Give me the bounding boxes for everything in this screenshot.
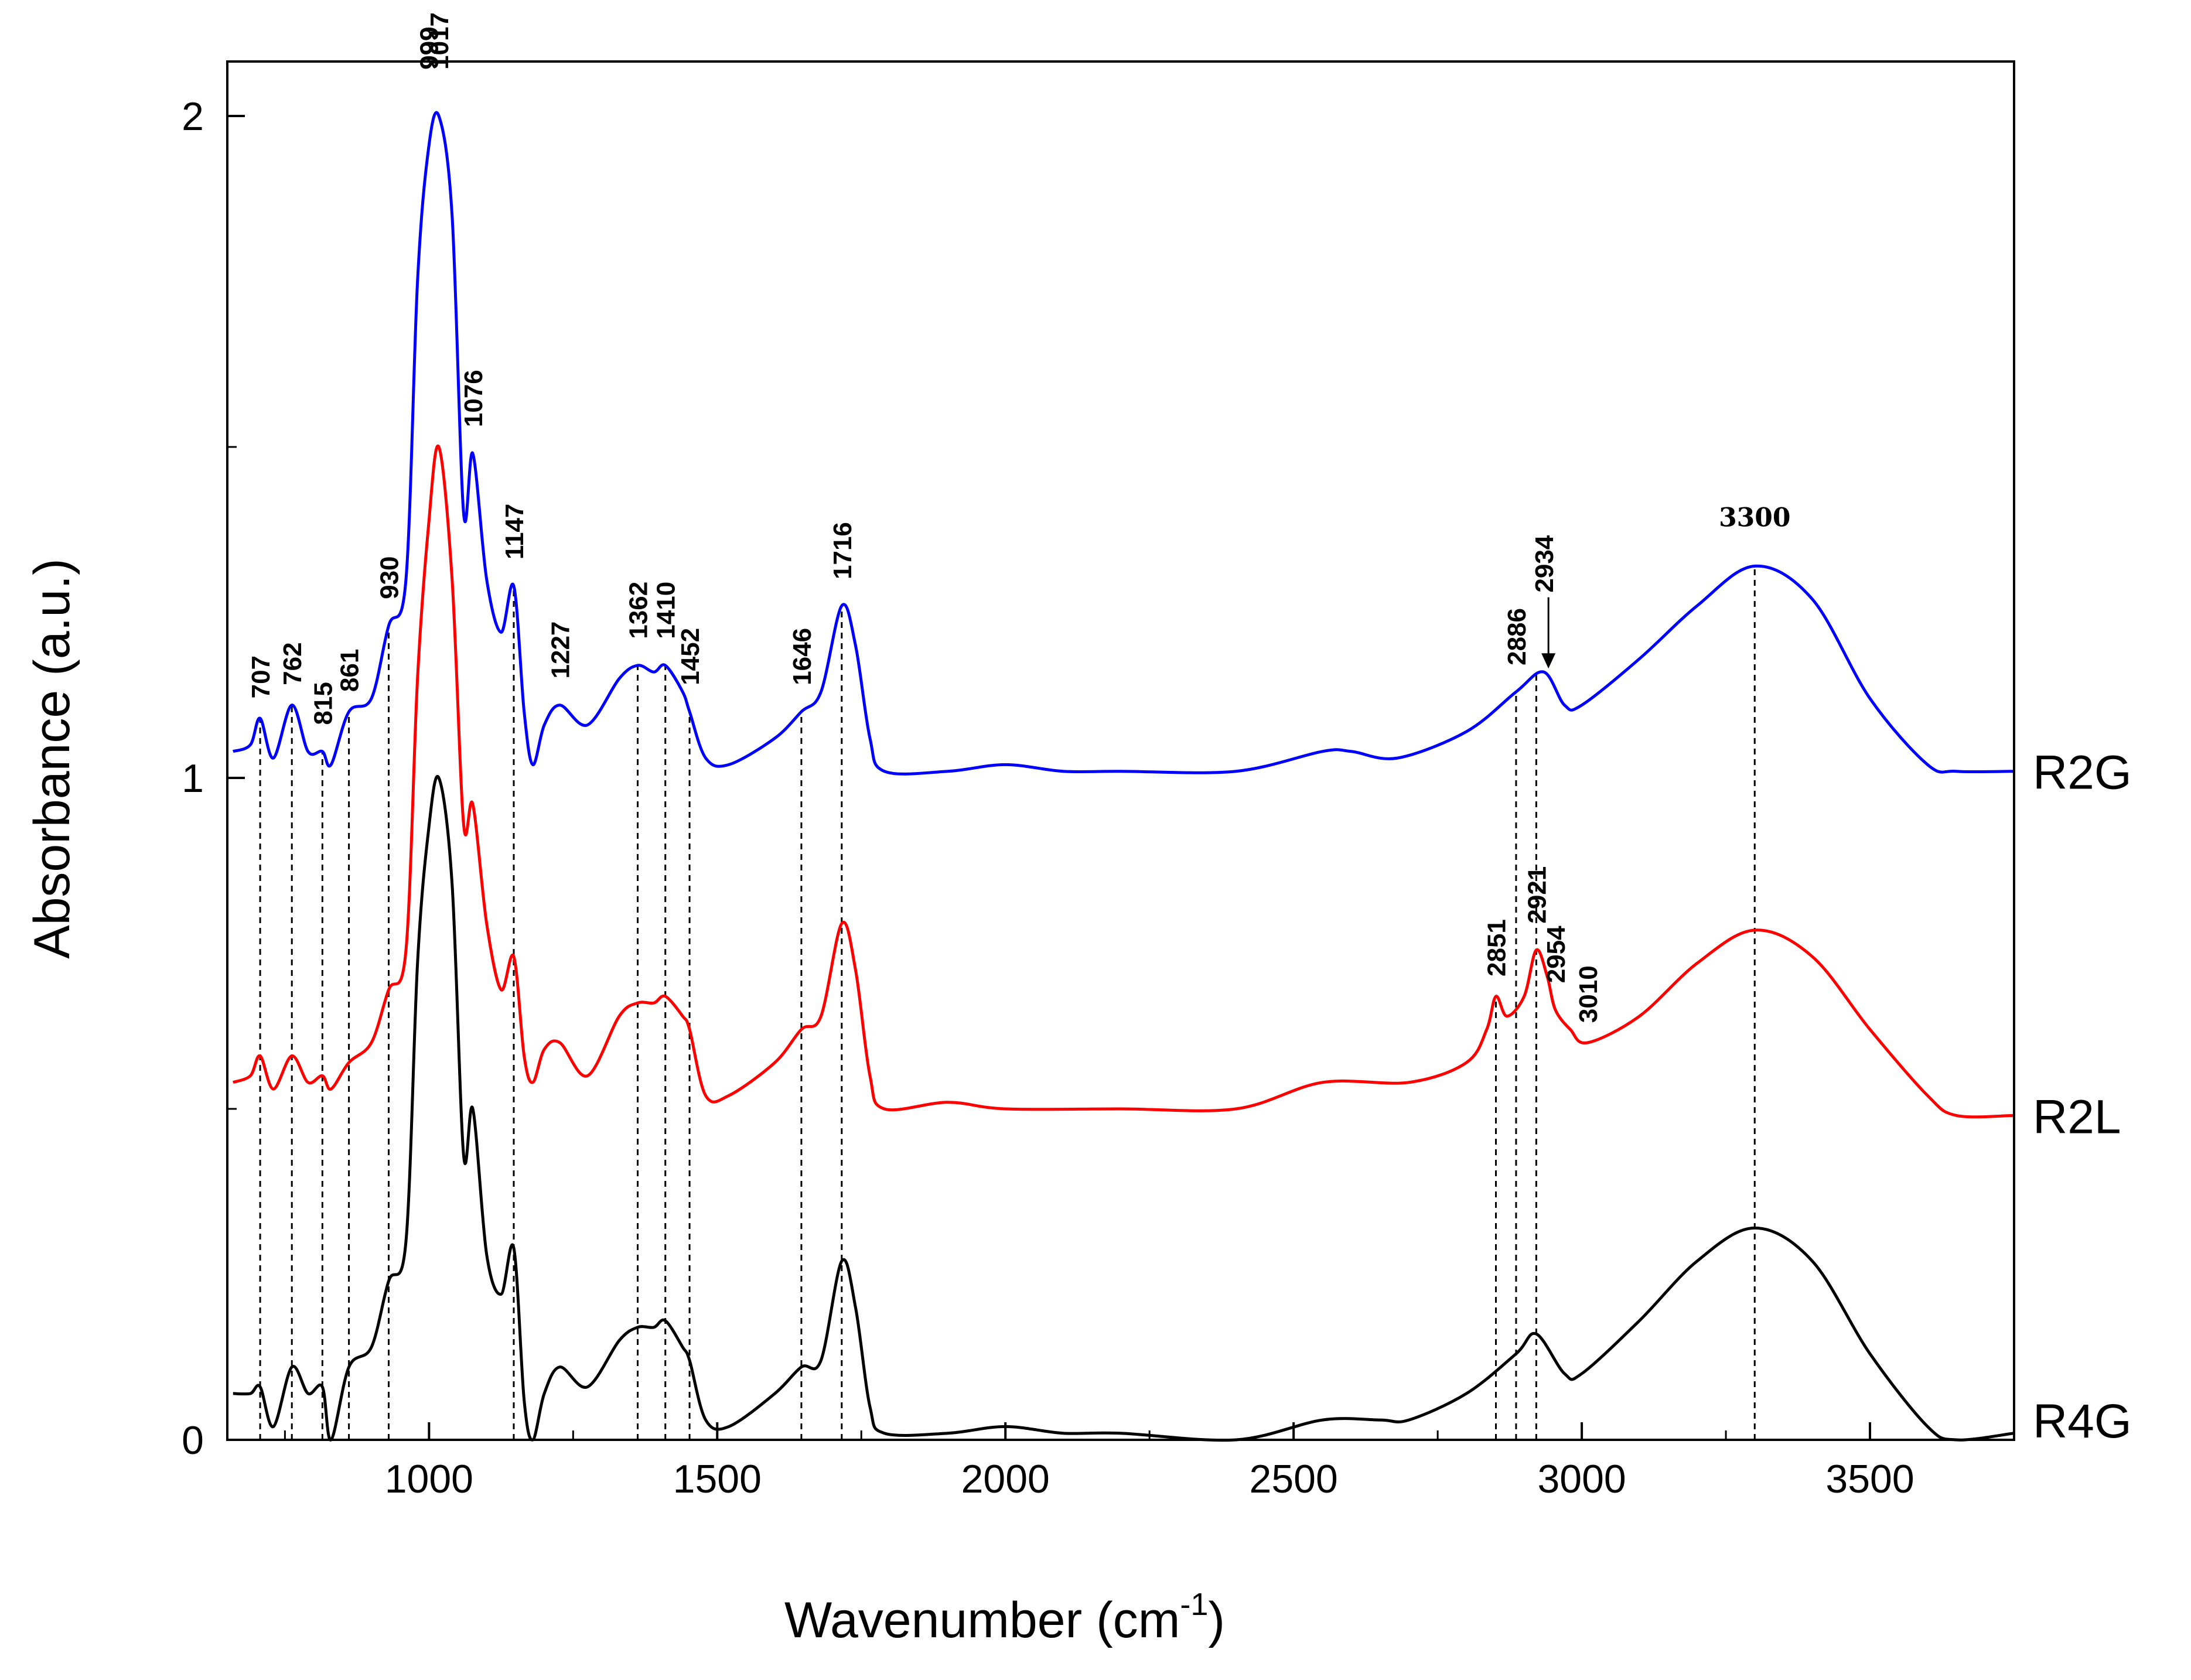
peak-label: 2954 bbox=[1542, 926, 1571, 983]
peak-label: 3300 bbox=[1719, 503, 1790, 533]
peak-label: 1410 bbox=[652, 582, 681, 639]
peak-label: 1362 bbox=[624, 582, 653, 639]
peak-label: 762 bbox=[278, 642, 307, 685]
peak-label: 1227 bbox=[547, 622, 575, 679]
reference-lines bbox=[259, 566, 1756, 1440]
plot-frame bbox=[226, 60, 2015, 1441]
peak-label: 1646 bbox=[788, 628, 817, 685]
series-label-r2g: R2G bbox=[2033, 746, 2132, 800]
y-tick-label: 2 bbox=[182, 94, 204, 139]
peak-label: 3010 bbox=[1574, 965, 1603, 1023]
spectrum-series bbox=[232, 111, 2015, 1442]
peak-label: 815 bbox=[309, 682, 337, 725]
peak-label: 1716 bbox=[828, 522, 857, 579]
peak-label: 2921 bbox=[1523, 866, 1551, 924]
peak-label: 930 bbox=[376, 556, 404, 599]
peak-label: 1147 bbox=[500, 504, 529, 559]
series-line-r4g bbox=[233, 775, 2015, 1442]
series-line-r2l bbox=[232, 444, 2015, 1119]
peak-label: 999 bbox=[415, 26, 443, 69]
x-tick-label: 2500 bbox=[1250, 1457, 1338, 1501]
x-tick-label: 3000 bbox=[1537, 1457, 1626, 1501]
peak-label: 1076 bbox=[459, 370, 488, 427]
series-label-r2l: R2L bbox=[2033, 1090, 2121, 1143]
peak-label: 707 bbox=[247, 655, 275, 698]
peak-label: 1452 bbox=[676, 628, 705, 685]
x-axis-title-close: ) bbox=[1208, 1592, 1225, 1648]
axis-ticks: 1000 1500 2000 2500 3000 3500 0 1 2 bbox=[182, 94, 2015, 1501]
x-axis-title-superscript: -1 bbox=[1180, 1587, 1208, 1622]
peak-label: 861 bbox=[336, 649, 364, 692]
peak-label: 2934 bbox=[1530, 535, 1559, 592]
x-tick-label: 2000 bbox=[961, 1457, 1050, 1501]
y-tick-label: 1 bbox=[182, 756, 204, 801]
peak-label: 1017 bbox=[425, 12, 454, 70]
y-axis-title: Absorbance (a.u.) bbox=[24, 558, 80, 959]
series-line-r2g bbox=[232, 111, 2015, 776]
x-tick-label: 3500 bbox=[1825, 1457, 1914, 1501]
series-labels: R2G R2L R4G bbox=[2033, 746, 2132, 1448]
series-label-r4g: R4G bbox=[2033, 1395, 2132, 1448]
peak-label: 2851 bbox=[1483, 919, 1511, 976]
x-axis-title: Wavenumber (cm-1) bbox=[784, 1587, 1225, 1648]
peak-arrow-head bbox=[1541, 653, 1556, 669]
peak-label: 2886 bbox=[1503, 608, 1531, 665]
x-tick-label: 1000 bbox=[385, 1457, 473, 1501]
y-tick-label: 0 bbox=[182, 1418, 204, 1463]
x-axis-title-main: Wavenumber (cm bbox=[784, 1592, 1180, 1648]
x-tick-label: 1500 bbox=[673, 1457, 762, 1501]
